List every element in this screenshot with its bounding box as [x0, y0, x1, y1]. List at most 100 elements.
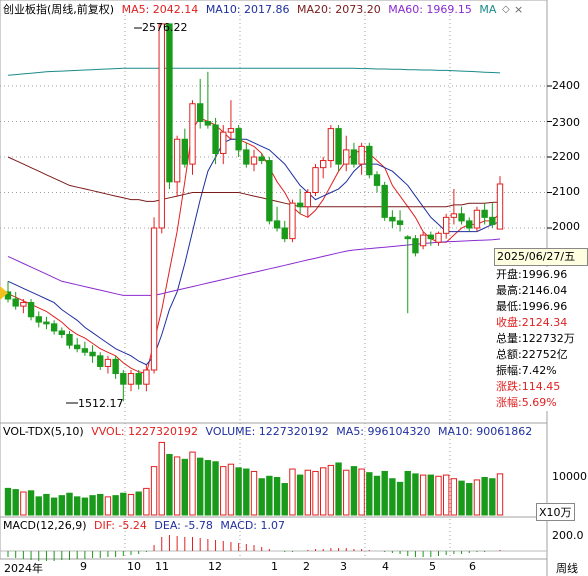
candle-body: [481, 209, 488, 218]
volume-bar: [458, 480, 465, 516]
x-axis-label: 11: [155, 560, 169, 573]
candle-body: [296, 202, 304, 208]
volume-bar: [243, 468, 250, 516]
dea-readout: DEA: -5.78: [154, 519, 213, 532]
volume-bar: [50, 497, 58, 516]
candle-body: [150, 227, 158, 371]
volume-bar: [81, 497, 89, 516]
volume-bar: [343, 469, 350, 516]
tooltip-open: 开盘:1996.96: [496, 268, 568, 281]
volume-unit: X10万: [536, 503, 575, 521]
tooltip-date: 2025/06/27/五: [494, 248, 588, 266]
tooltip-panel: 开盘:1996.96 最高:2146.04 最低:1996.96 收盘:2124…: [494, 267, 588, 411]
volume-bar: [204, 460, 212, 516]
x-axis-label: 2024年: [4, 562, 43, 575]
volume-bar: [258, 478, 265, 516]
close-icon[interactable]: ×: [514, 3, 524, 16]
candle-body: [273, 220, 281, 229]
ma5-line: [7, 117, 501, 375]
volume-bar: [450, 478, 458, 516]
tooltip-change: 涨跌:114.45: [496, 380, 561, 393]
macd-readout: MACD: 1.07: [220, 519, 285, 532]
candle-body: [489, 216, 496, 225]
candle-body: [289, 202, 296, 240]
volume-bar: [150, 466, 158, 516]
volume-bar: [135, 491, 142, 516]
candle-body: [381, 184, 388, 218]
ma-more-readout: MA: [479, 3, 497, 16]
candle-body: [127, 373, 135, 385]
macd-indicator-title[interactable]: MACD(12,26,9): [3, 519, 87, 532]
candle-body: [189, 103, 196, 165]
volume-bar: [127, 493, 135, 516]
price-header: 创业板指(周线,前复权) MA5: 2042.14 MA10: 2017.86 …: [3, 3, 500, 17]
volume-header: VOL-TDX(5,10) VVOL: 1227320192 VOLUME: 1…: [3, 425, 536, 439]
tooltip-high: 最高:2146.04: [496, 284, 568, 297]
volume-bar: [273, 477, 281, 516]
volume-bar: [473, 479, 481, 516]
volume-bar: [250, 470, 258, 516]
candle-body: [335, 128, 342, 165]
candle-body: [327, 128, 335, 162]
macd-bars: [0, 535, 547, 561]
ma20-line: [7, 156, 501, 208]
volume-bar: [27, 490, 35, 516]
candle-body: [442, 216, 450, 234]
candle-body: [458, 213, 465, 222]
volume-bar: [419, 474, 427, 516]
candle-body: [427, 234, 435, 240]
macd-axis-label: 200.0: [552, 529, 584, 542]
candle-body: [58, 330, 66, 336]
price-panel-frame: [0, 0, 548, 424]
x-axis-label: 3: [340, 560, 347, 573]
ma-lines: [7, 67, 501, 375]
volume-bar: [97, 493, 104, 516]
candle-body: [81, 348, 89, 353]
candle-body: [73, 344, 81, 350]
candle-body: [473, 209, 481, 229]
candle-body: [120, 373, 127, 385]
volume-bar: [366, 472, 373, 516]
volume-bar: [373, 475, 381, 516]
candle-body: [319, 160, 327, 169]
candle-body: [358, 145, 365, 165]
tooltip-volume: 总量:122732万: [496, 332, 575, 345]
candle-body: [304, 192, 312, 208]
volume-bar: [73, 496, 81, 516]
volume-bar: [489, 478, 496, 516]
ma5-readout: MA5: 2042.14: [121, 3, 199, 16]
volume-bar: [227, 463, 235, 516]
x-axis-label: 4: [382, 560, 389, 573]
volume-bar: [58, 495, 66, 516]
candle-body: [204, 121, 212, 126]
candle-body: [243, 149, 250, 165]
volume-bar: [289, 468, 296, 516]
volume-readout: VOLUME: 1227320192: [205, 425, 329, 438]
volume-indicator-title[interactable]: VOL-TDX(5,10): [3, 425, 84, 438]
volume-bar: [312, 470, 319, 516]
volume-bar: [335, 462, 342, 516]
volume-bar: [389, 478, 396, 516]
tooltip-amount: 总额:22752亿: [496, 348, 568, 361]
candle-body: [396, 220, 404, 225]
volume-bar: [266, 475, 273, 516]
volume-bar: [396, 481, 404, 516]
period-button[interactable]: 周线: [556, 562, 578, 575]
volume-bar: [35, 496, 42, 516]
collapse-icon[interactable]: ◇: [502, 4, 510, 15]
candle-body: [27, 302, 35, 318]
price-axis-label: 2200: [552, 150, 580, 163]
x-axis-label: 10: [127, 560, 141, 573]
volume-bar: [20, 491, 27, 516]
volume-bar: [350, 466, 358, 516]
low-annotation: 1512.17: [78, 397, 124, 410]
candle-body: [312, 167, 319, 193]
candle-body: [412, 238, 419, 254]
x-axis-label: 12: [208, 560, 222, 573]
tooltip-pct: 涨幅:5.69%: [496, 396, 557, 409]
candle-body: [281, 227, 288, 240]
price-axis-label: 2100: [552, 185, 580, 198]
volume-bar: [104, 496, 112, 516]
vvol-readout: VVOL: 1227320192: [91, 425, 199, 438]
candle-body: [181, 138, 189, 165]
